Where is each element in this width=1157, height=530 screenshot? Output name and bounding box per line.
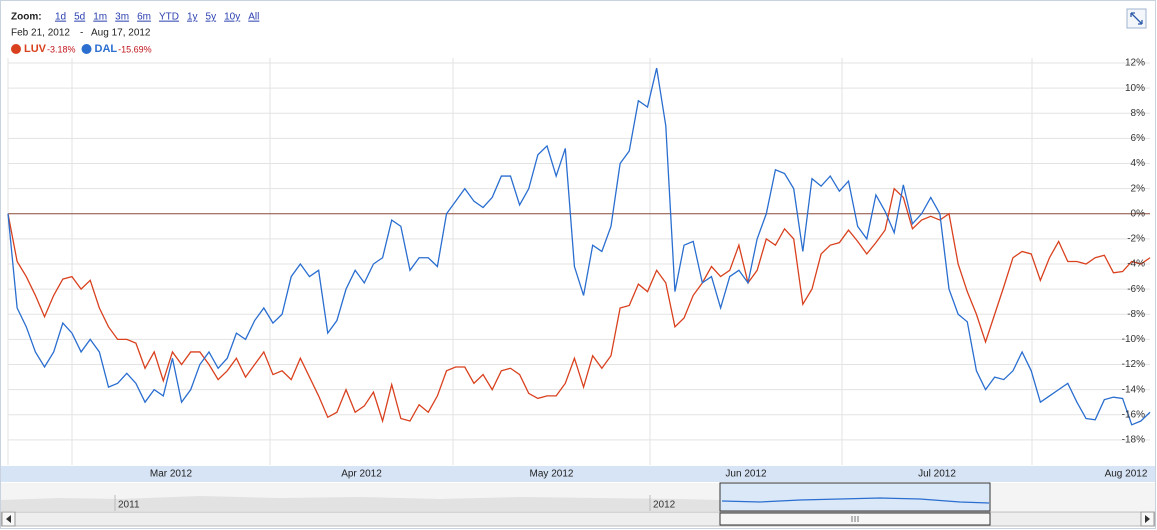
- zoom-option[interactable]: 1m: [93, 12, 107, 23]
- zoom-options: 1d 5d 1m 3m 6m YTD 1y 5y 10y All: [55, 12, 259, 23]
- navigator-line: [721, 497, 990, 504]
- x-tick-label: Mar 2012: [150, 469, 193, 480]
- legend-name: LUV: [24, 43, 47, 55]
- navigator-label: 2012: [653, 500, 676, 511]
- arrow-icon: [1145, 515, 1150, 523]
- x-tick-label: Jul 2012: [918, 469, 956, 480]
- legend: LUV -3.18% DAL -15.69%: [11, 43, 152, 55]
- x-tick-label: Jun 2012: [725, 469, 767, 480]
- zoom-option[interactable]: 3m: [115, 12, 129, 23]
- fullscreen-icon: [1130, 12, 1143, 25]
- series-line: [7, 67, 1151, 426]
- grid: [8, 58, 1150, 472]
- navigator-labels: 2011 2012: [118, 500, 676, 511]
- legend-marker: [81, 44, 92, 54]
- legend-name: DAL: [95, 43, 118, 55]
- zoom-option[interactable]: 10y: [224, 12, 240, 23]
- zoom-option[interactable]: YTD: [159, 12, 179, 23]
- series: [7, 67, 1151, 426]
- zoom-option[interactable]: 1y: [187, 12, 198, 23]
- x-tick-label: Aug 2012: [1105, 469, 1148, 480]
- y-tick-label: 6%: [1131, 133, 1146, 144]
- legend-change: -15.69%: [118, 44, 152, 54]
- y-tick-label: -18%: [1122, 435, 1145, 446]
- y-tick-label: 10%: [1125, 83, 1145, 94]
- y-tick-label: -6%: [1127, 284, 1145, 295]
- zoom-label: Zoom:: [11, 12, 42, 23]
- zoom-option[interactable]: 6m: [137, 12, 151, 23]
- y-tick-label: 12%: [1125, 58, 1145, 69]
- legend-marker: [11, 44, 21, 54]
- y-tick-label: 0%: [1131, 208, 1146, 219]
- y-tick-label: 2%: [1131, 183, 1146, 194]
- arrow-icon: [6, 515, 11, 523]
- x-axis: Mar 2012 Apr 2012 May 2012 Jun 2012 Jul 2012…: [150, 469, 1148, 480]
- y-tick-label: -8%: [1127, 309, 1145, 320]
- y-axis: -18% -16% -14% -12% -10% -8% -6% -4% -2% 0% 2% 4% 6%…: [1122, 58, 1145, 446]
- zoom-option[interactable]: 5y: [206, 12, 217, 23]
- y-tick-label: -16%: [1122, 409, 1145, 420]
- date-start: Feb 21, 2012: [11, 28, 70, 39]
- y-tick-label: -10%: [1122, 334, 1145, 345]
- zoom-option[interactable]: 1d: [55, 12, 66, 23]
- date-end: Aug 17, 2012: [91, 28, 151, 39]
- navigator-window[interactable]: [719, 482, 991, 512]
- legend-change: -3.18%: [47, 44, 76, 54]
- date-separator: -: [80, 28, 83, 39]
- y-tick-label: 4%: [1131, 158, 1146, 169]
- y-tick-label: -4%: [1127, 259, 1145, 270]
- navigator-area: [1, 496, 720, 511]
- navigator-label: 2011: [118, 500, 140, 511]
- zoom-option[interactable]: 5d: [74, 12, 85, 23]
- x-tick-label: Apr 2012: [341, 469, 382, 480]
- y-tick-label: -14%: [1122, 384, 1145, 395]
- x-axis-band: [1, 466, 1155, 482]
- y-tick-label: -12%: [1122, 359, 1145, 370]
- zoom-option[interactable]: All: [248, 12, 259, 23]
- x-tick-label: May 2012: [530, 469, 574, 480]
- y-tick-label: -2%: [1127, 234, 1145, 245]
- series-line: [7, 187, 1151, 424]
- grip: [851, 516, 859, 522]
- y-tick-label: 8%: [1131, 108, 1146, 119]
